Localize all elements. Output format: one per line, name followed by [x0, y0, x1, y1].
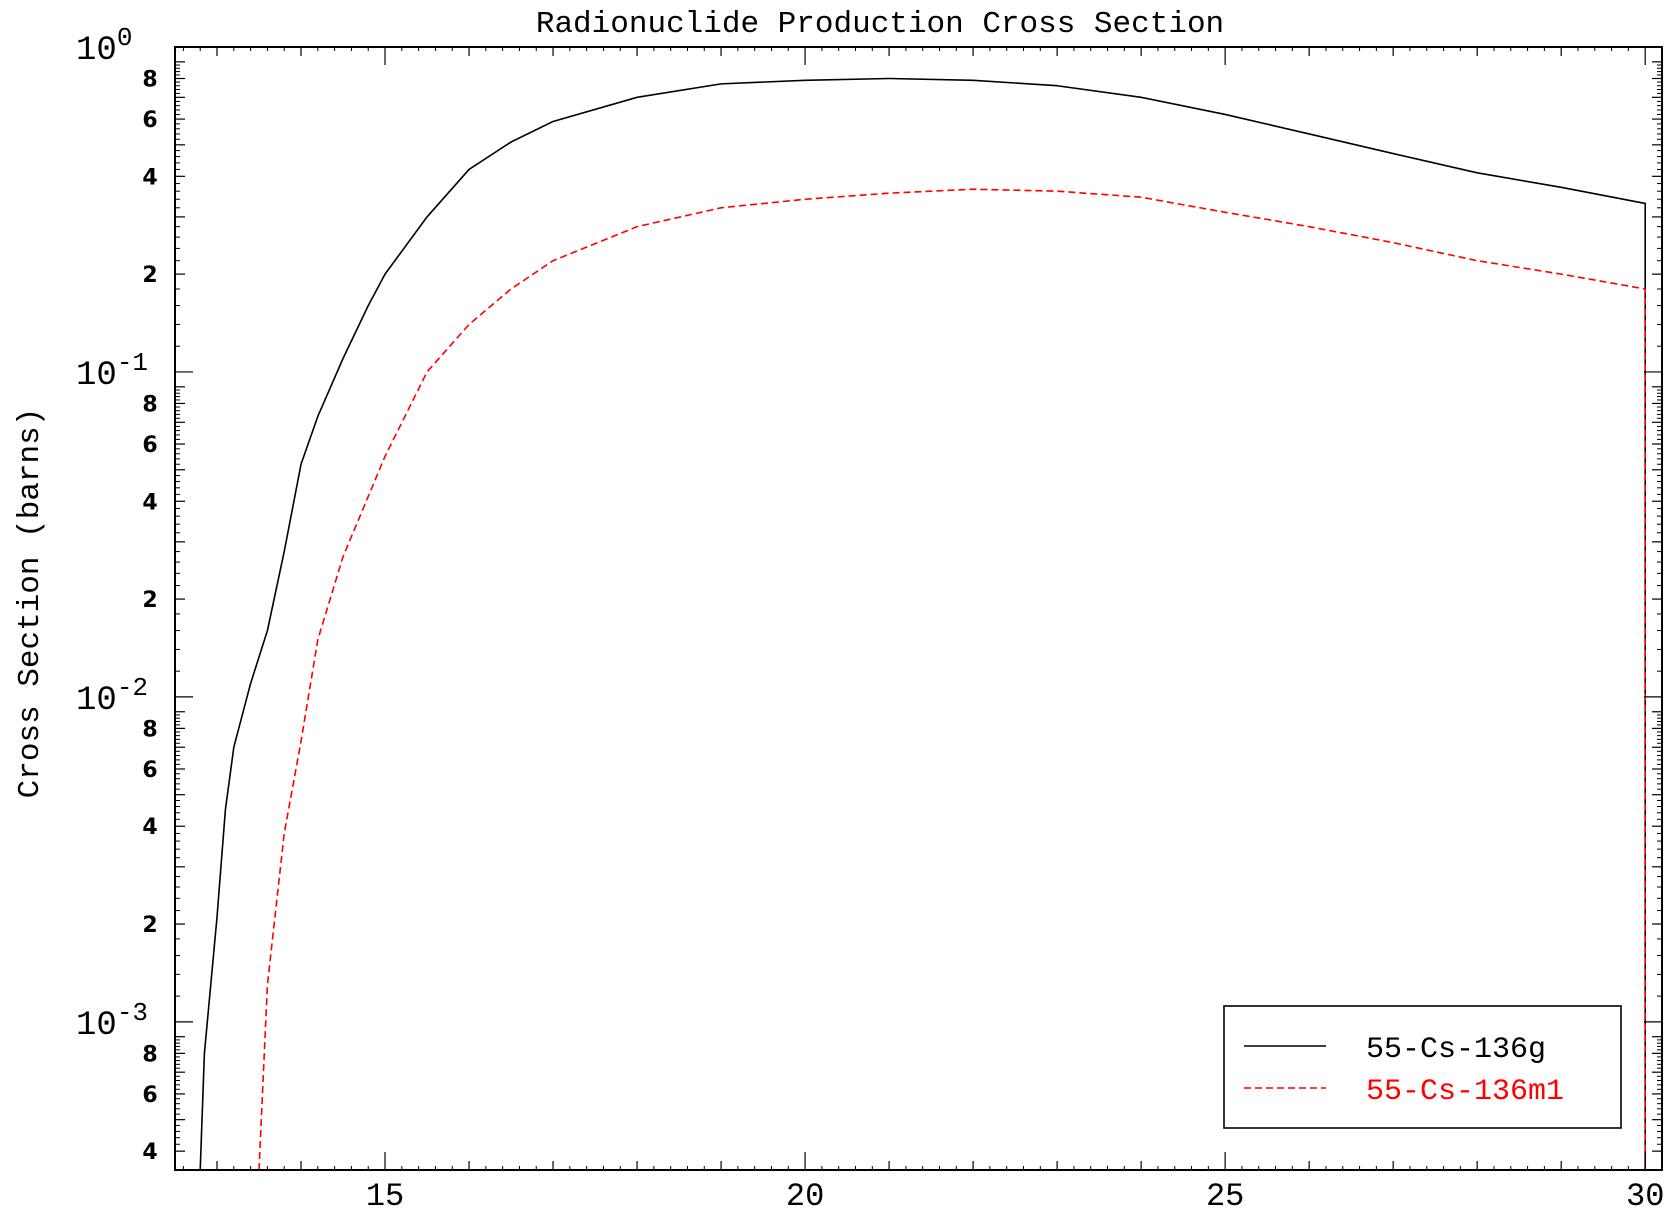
chart-title: Radionuclide Production Cross Section — [536, 7, 1224, 42]
y-minor-tick-label: 4 — [142, 165, 157, 190]
y-minor-tick-label: 6 — [142, 108, 157, 133]
y-minor-tick-label: 2 — [142, 913, 157, 938]
y-minor-tick-label: 2 — [142, 588, 157, 613]
x-tick-label: 20 — [786, 1178, 824, 1209]
y-minor-tick-label: 4 — [142, 1140, 157, 1165]
y-decade-label: 100 — [76, 23, 132, 70]
y-minor-tick-label: 4 — [142, 490, 157, 515]
x-tick-label: 30 — [1626, 1178, 1664, 1209]
x-tick-label: 15 — [366, 1178, 404, 1209]
y-decade-label: 10-1 — [76, 348, 148, 395]
y-minor-tick-label: 8 — [142, 1042, 157, 1067]
y-minor-tick-label: 6 — [142, 1083, 157, 1108]
legend-box — [1223, 1005, 1622, 1129]
series-line-1 — [199, 77, 1646, 1170]
y-minor-tick-label: 8 — [142, 392, 157, 417]
y-minor-tick-label: 4 — [142, 815, 157, 840]
y-minor-tick-label: 6 — [142, 758, 157, 783]
series-line-2 — [258, 188, 1646, 1170]
y-minor-tick-label: 8 — [142, 67, 157, 92]
plot-area — [199, 77, 1646, 1170]
y-minor-tick-label: 6 — [142, 433, 157, 458]
legend-label-2: 55-Cs-136m1 — [1366, 1075, 1564, 1109]
axes: 15 20 25 30 8 6 4 2 8 6 4 2 8 6 4 2 8 6 4 100 10-1 10-2 10-3 — [76, 23, 1664, 1209]
y-axis-label: Cross Section (barns) — [13, 408, 48, 799]
legend-label-1: 55-Cs-136g — [1366, 1033, 1546, 1067]
y-minor-tick-label: 2 — [142, 263, 157, 288]
y-decade-label: 10-3 — [76, 998, 148, 1045]
x-tick-label: 25 — [1206, 1178, 1244, 1209]
legend: 55-Cs-136g 55-Cs-136m1 — [1223, 1005, 1622, 1129]
y-decade-label: 10-2 — [76, 673, 148, 720]
y-minor-tick-label: 8 — [142, 717, 157, 742]
plot-frame — [174, 46, 1663, 1171]
